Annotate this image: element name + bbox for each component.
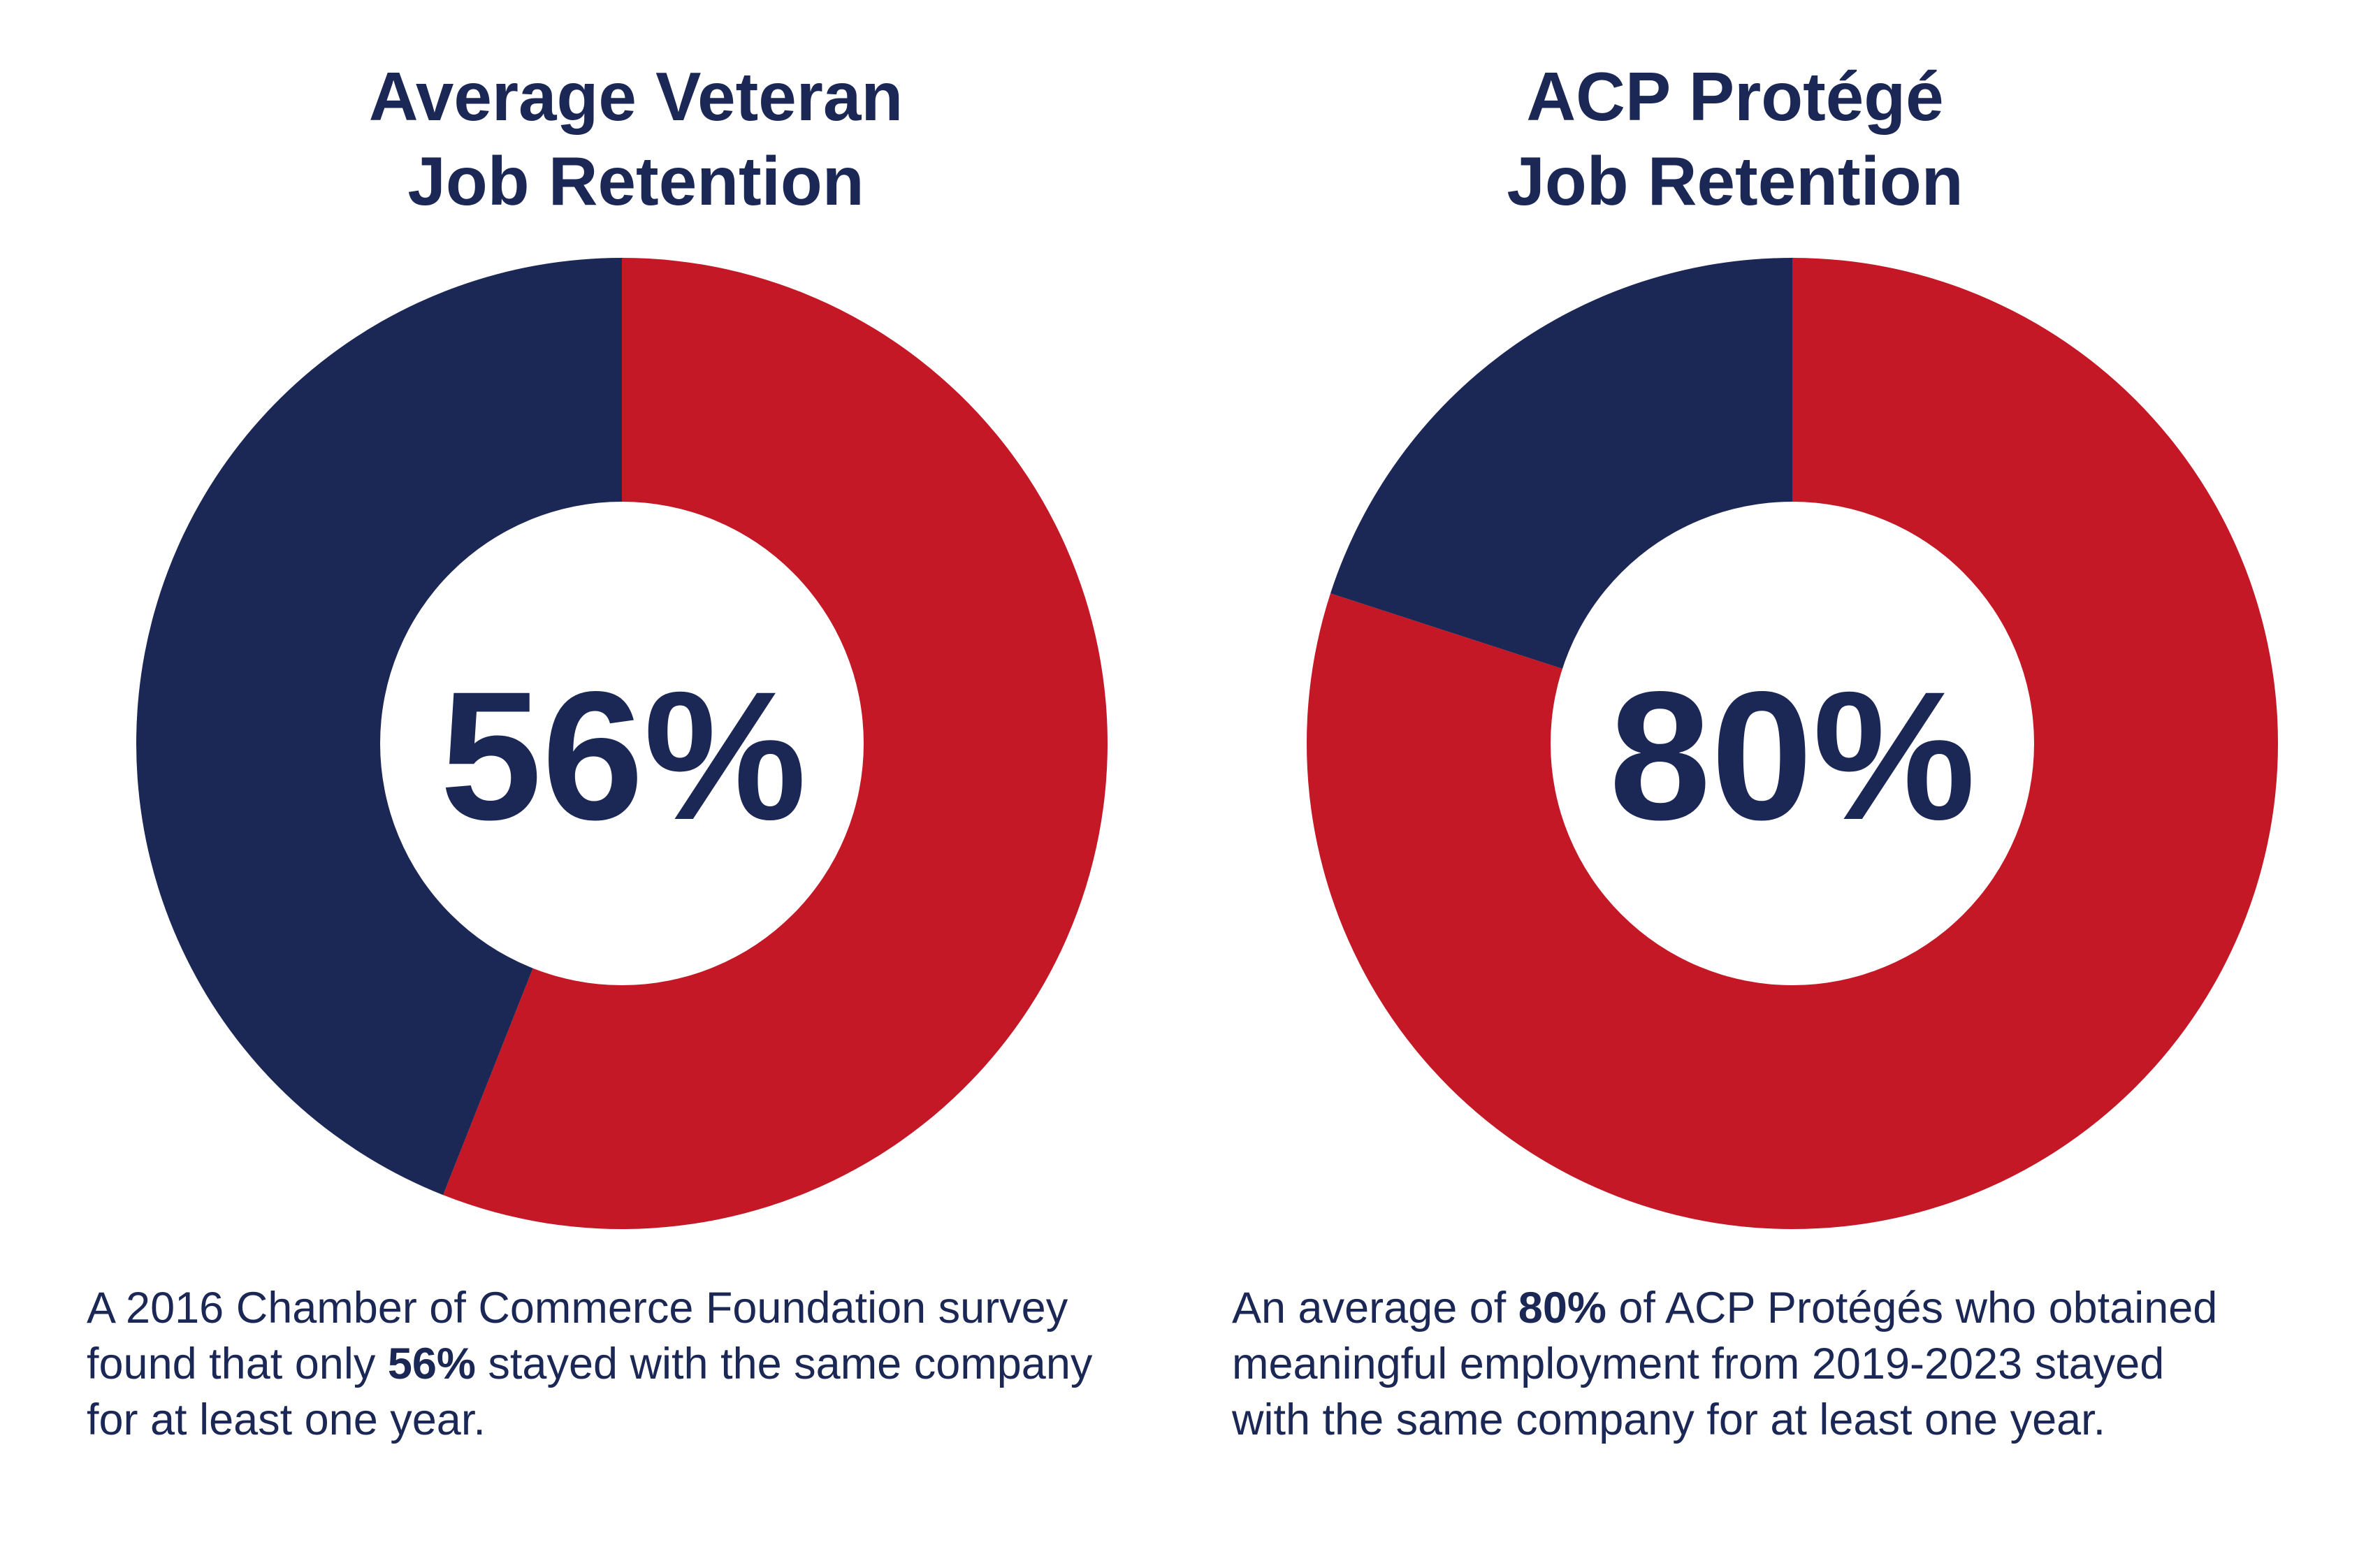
donut-chart-veteran: 56% bbox=[136, 258, 1108, 1229]
caption-line-3: with the same company for at least one y… bbox=[1232, 1395, 2106, 1444]
chart-caption: A 2016 Chamber of Commerce Foundation su… bbox=[87, 1280, 1092, 1448]
donut-chart-acp: 80% bbox=[1307, 258, 2279, 1229]
chart-title-line-2: Job Retention bbox=[407, 143, 864, 219]
caption-line-2: meaningful employment from 2019-2023 sta… bbox=[1232, 1339, 2165, 1388]
caption-highlight-value: 56% bbox=[387, 1339, 476, 1388]
chart-title-line-1: ACP Protégé bbox=[1526, 58, 1944, 135]
center-percentage-label: 80% bbox=[1609, 653, 1975, 858]
chart-panel-acp: ACP Protégé Job Retention 80% An average… bbox=[1190, 0, 2380, 1554]
caption-highlight-value: 80% bbox=[1518, 1284, 1606, 1332]
caption-line-1: An average of 80% of ACP Protégés who ob… bbox=[1232, 1284, 2218, 1332]
chart-title: ACP Protégé Job Retention bbox=[1190, 55, 2280, 224]
caption-line-1: A 2016 Chamber of Commerce Foundation su… bbox=[87, 1284, 1068, 1332]
chart-title-line-1: Average Veteran bbox=[368, 58, 904, 135]
donut-hole bbox=[380, 502, 864, 985]
donut-hole bbox=[1551, 502, 2034, 985]
caption-line-2: found that only 56% stayed with the same… bbox=[87, 1339, 1093, 1388]
chart-panel-veteran: Average Veteran Job Retention 56% A 2016… bbox=[87, 58, 1108, 1448]
chart-caption: An average of 80% of ACP Protégés who ob… bbox=[1232, 1280, 2217, 1448]
center-percentage-label: 56% bbox=[440, 653, 806, 858]
slice-did-not-stay bbox=[136, 258, 622, 1196]
chart-title: Average Veteran Job Retention bbox=[0, 55, 1272, 224]
chart-title-line-2: Job Retention bbox=[1507, 143, 1964, 219]
caption-line-3: for at least one year. bbox=[87, 1395, 486, 1444]
